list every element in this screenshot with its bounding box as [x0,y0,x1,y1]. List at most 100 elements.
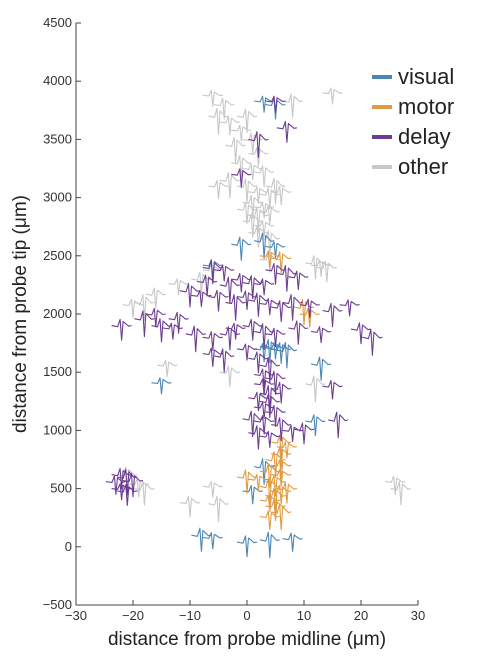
waveform-point-visual [202,532,223,550]
y-ticks: −500 0 500 1000 1500 2000 2500 3000 3500 4000 4500 [43,15,81,612]
waveform-point-visual [305,414,326,437]
waveform-point-delay [236,343,258,361]
waveform-point-delay [202,347,223,368]
waveform-point-delay [276,120,297,143]
waveform-point-delay [248,351,269,374]
waveform-point-visual [276,341,298,369]
waveform-point-motor [265,499,286,522]
waveform-point-motor [265,488,286,513]
waveform-point-delay [288,270,309,291]
waveform-point-other [231,155,252,180]
waveform-point-visual [231,236,252,261]
waveform-point-other [179,495,201,518]
waveform-point-other [231,124,252,142]
waveform-point-other [248,147,269,167]
waveform-point-delay [288,320,309,345]
waveform-point-delay [117,468,138,496]
axes [75,23,418,606]
legend-label-visual: visual [398,64,454,89]
y-tick-label: 1000 [43,422,72,437]
waveform-point-delay [254,368,275,388]
waveform-point-delay [111,318,132,341]
waveform-point-delay [225,294,246,321]
waveform-point-delay [145,307,166,328]
waveform-point-motor [276,481,297,504]
waveform-point-other [202,89,223,107]
waveform-point-delay [202,259,223,285]
x-tick-label: 0 [243,608,250,623]
waveform-point-motor [271,469,292,487]
waveform-point-delay [253,323,275,350]
y-tick-label: −500 [43,597,72,612]
waveform-point-delay [282,425,303,443]
waveform-point-motor [271,503,292,531]
waveform-point-delay [168,311,189,334]
waveform-point-delay [242,318,263,341]
waveform-point-delay [328,411,349,439]
waveform-point-delay [185,325,206,353]
y-tick-label: 4500 [43,15,72,30]
waveform-point-other [145,287,166,310]
waveform-point-other [259,205,280,225]
waveform-point-delay [105,475,126,496]
y-axis-label: distance from probe tip (μm) [10,195,31,433]
waveform-point-other [134,481,155,506]
waveform-point-other [282,93,303,118]
y-tick-label: 0 [65,539,72,554]
x-tick-label: −10 [179,608,201,623]
waveform-point-delay [117,484,138,507]
waveform-point-motor [236,469,258,494]
waveform-point-motor [259,250,280,268]
waveform-point-motor [259,463,280,488]
waveform-point-delay [122,472,144,498]
waveform-point-visual [253,458,275,485]
waveform-point-visual [254,342,275,363]
waveform-point-delay [179,283,201,308]
waveform-point-delay [151,318,172,343]
waveform-point-visual [254,95,275,113]
y-tick-label: 500 [50,481,72,496]
x-ticks: −30 −20 −10 0 10 20 30 [65,600,425,623]
y-tick-label: 2000 [43,306,72,321]
x-tick-label: 30 [411,608,425,623]
waveform-point-motor [259,478,280,505]
waveform-point-delay [259,430,280,448]
waveform-point-delay [214,264,235,282]
waveform-point-delay [191,290,212,308]
waveform-point-other [122,298,144,319]
waveform-point-other [208,495,229,523]
waveform-point-delay [248,131,269,158]
waveform-point-delay [231,273,252,293]
waveform-point-other [385,475,406,496]
waveform-point-other [157,359,178,377]
legend-label-other: other [398,154,448,179]
waveform-point-other [242,213,263,238]
waveform-point-motor [259,510,280,530]
waveform-point-delay [311,326,332,344]
waveform-point-visual [253,232,275,260]
y-tick-label: 1500 [43,364,72,379]
waveform-point-other [242,163,263,181]
waveform-point-other [214,97,235,120]
waveform-point-other [168,278,189,296]
waveform-point-other [254,220,275,238]
waveform-point-visual [311,356,332,381]
waveform-point-delay [271,417,292,442]
waveform-point-delay [265,95,286,113]
waveform-point-delay [265,404,286,427]
waveform-point-delay [322,380,343,400]
waveform-point-delay [248,425,269,450]
waveform-point-motor [299,307,320,328]
waveform-point-other [259,230,280,257]
legend: visual motor delay other [372,64,454,179]
waveform-point-motor [276,441,297,459]
waveform-point-other [208,107,229,135]
waveform-point-other [254,201,275,219]
waveform-point-other [248,186,269,204]
waveform-point-delay [276,265,298,292]
y-tick-label: 2500 [43,248,72,263]
y-tick-label: 3000 [43,190,72,205]
waveform-point-other [236,202,258,225]
waveform-point-other [236,178,258,203]
